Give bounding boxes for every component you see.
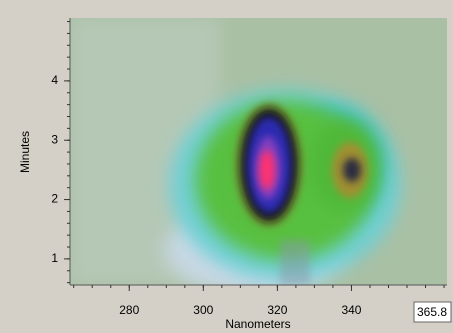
cursor-readout: 365.8	[417, 305, 447, 319]
x-tick-label: 280	[119, 303, 139, 317]
cursor-readout-box	[413, 301, 452, 323]
y-tick-label: 1	[51, 251, 58, 265]
y-tick-label: 4	[51, 73, 58, 87]
x-tick-label: 300	[193, 303, 213, 317]
x-axis-label: Nanometers	[225, 317, 290, 331]
heatmap	[70, 18, 447, 285]
x-tick-label: 320	[267, 303, 287, 317]
y-tick-label: 2	[51, 192, 58, 206]
y-axis-label: Minutes	[18, 131, 32, 173]
y-tick-label: 3	[51, 132, 58, 146]
x-tick-label: 340	[341, 303, 361, 317]
